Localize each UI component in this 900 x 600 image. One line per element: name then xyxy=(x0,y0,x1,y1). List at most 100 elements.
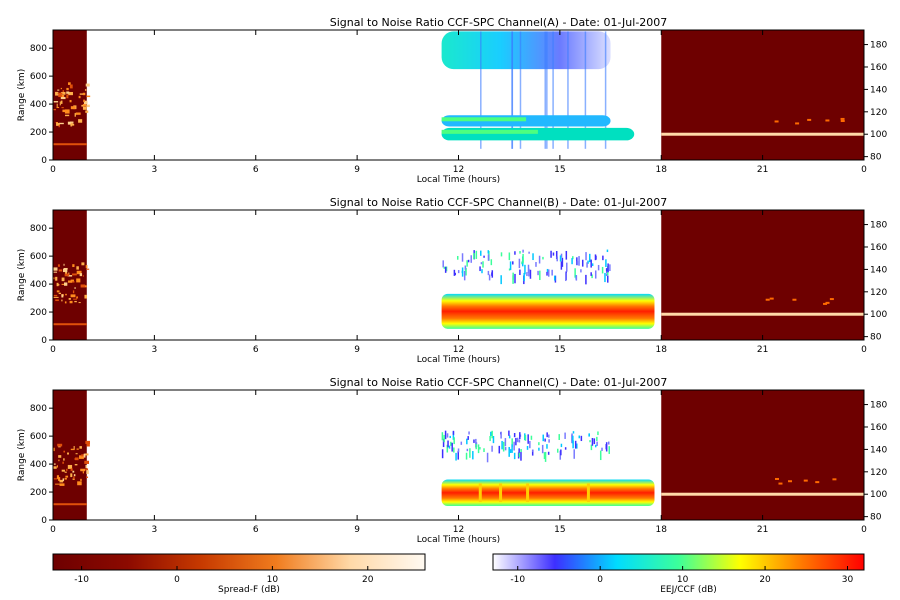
echo-scatter xyxy=(513,452,516,460)
echo-scatter xyxy=(576,261,579,266)
echo-scatter xyxy=(587,260,589,264)
echo-scatter xyxy=(515,437,517,446)
spread-f-echo xyxy=(59,479,64,483)
echo-scatter xyxy=(523,272,525,282)
spread-f-echo xyxy=(53,143,87,146)
spread-f-echo xyxy=(64,110,70,114)
y2-tick-label: 120 xyxy=(870,288,887,298)
x-tick-label: 3 xyxy=(152,165,158,175)
spread-f-echo xyxy=(53,294,58,297)
echo-scatter xyxy=(560,449,562,456)
echo-scatter xyxy=(498,445,501,454)
echo-scatter xyxy=(466,260,468,267)
echo-scatter xyxy=(447,440,449,448)
echo-scatter xyxy=(580,435,583,442)
echo-scatter xyxy=(602,255,604,261)
spread-f-echo xyxy=(60,91,66,95)
eej-echo xyxy=(825,301,830,304)
spread-f-echo xyxy=(61,299,63,302)
spread-f-echo xyxy=(84,460,90,464)
echo-scatter xyxy=(482,261,484,268)
spread-f-echo xyxy=(58,459,60,462)
y2-tick-label: 120 xyxy=(870,468,887,478)
echo-gap xyxy=(586,483,590,503)
echo-scatter xyxy=(539,270,541,281)
y2-tick-label: 80 xyxy=(870,153,882,163)
spread-f-echo xyxy=(58,93,62,98)
spread-f-echo xyxy=(83,100,88,105)
eej-echo xyxy=(829,298,834,301)
y2-tick-label: 160 xyxy=(870,423,887,433)
spread-f-echo xyxy=(73,474,76,477)
spread-f-echo xyxy=(53,267,58,271)
colorbar-tick-label: 10 xyxy=(677,575,689,585)
echo-scatter xyxy=(513,433,516,438)
echo-streak xyxy=(544,31,546,149)
spread-f-echo xyxy=(53,323,87,326)
spread-f-echo xyxy=(58,292,62,295)
x-tick-label: 0 xyxy=(861,165,867,175)
echo-scatter xyxy=(544,438,546,442)
spread-f-echo xyxy=(75,457,79,461)
spread-f-echo xyxy=(70,121,74,124)
spread-f-echo xyxy=(86,268,90,270)
echo-scatter xyxy=(453,447,455,453)
spread-f-echo xyxy=(63,450,65,453)
y2-tick-label: 140 xyxy=(870,265,887,275)
colorbar-tick-label: 30 xyxy=(842,575,854,585)
y-axis-label: Range (km) xyxy=(17,69,27,121)
colorbar-label: Spread-F (dB) xyxy=(218,585,280,595)
spread-f-echo xyxy=(77,481,82,486)
echo-scatter xyxy=(608,446,610,454)
spread-f-echo xyxy=(56,290,60,293)
echo-scatter xyxy=(449,435,451,439)
spread-f-echo xyxy=(58,125,60,128)
y-tick-label: 200 xyxy=(30,308,47,318)
spread-f-echo xyxy=(67,275,73,277)
x-tick-label: 6 xyxy=(253,525,259,535)
echo-scatter xyxy=(519,432,521,440)
spread-f-echo xyxy=(69,99,72,103)
spread-f-echo xyxy=(85,464,88,469)
echo-scatter xyxy=(538,255,541,264)
spread-f-echo xyxy=(85,110,89,113)
echo-scatter xyxy=(590,444,593,451)
echo-scatter xyxy=(441,449,444,459)
echo-scatter xyxy=(581,259,584,267)
spread-f-echo xyxy=(67,121,72,125)
spread-f-echo xyxy=(63,282,68,286)
echo-scatter xyxy=(500,252,503,257)
echo-scatter xyxy=(572,431,575,434)
spread-f-echo xyxy=(56,475,59,480)
echo-gap xyxy=(478,483,482,503)
echo-scatter xyxy=(599,450,602,461)
spread-f-echo xyxy=(55,276,58,281)
spread-f-echo xyxy=(70,294,76,298)
echo-scatter xyxy=(578,435,581,439)
panel-1: Signal to Noise Ratio CCF-SPC Channel(B)… xyxy=(17,196,887,365)
echo-scatter xyxy=(501,440,503,450)
echo-stripe-core xyxy=(441,117,527,122)
spread-f-echo xyxy=(83,453,86,458)
colorbar-tick-label: 10 xyxy=(267,575,279,585)
echo-scatter xyxy=(461,253,464,262)
spread-f-echo xyxy=(86,104,90,108)
spread-f-echo xyxy=(65,475,69,478)
x-tick-label: 15 xyxy=(554,525,565,535)
spread-f-echo xyxy=(58,455,62,458)
eej-echo xyxy=(795,122,800,125)
spread-f-echo xyxy=(65,293,67,296)
echo-scatter xyxy=(573,449,575,459)
spread-f-echo xyxy=(76,297,78,299)
echo-scatter xyxy=(504,447,507,451)
spread-f-echo xyxy=(67,464,73,469)
echo-scatter xyxy=(490,259,493,266)
echo-scatter xyxy=(556,448,559,453)
spread-f-echo xyxy=(73,446,75,450)
colorbar-tick-label: 20 xyxy=(362,575,374,585)
band-eej-night xyxy=(661,210,864,340)
echo-scatter xyxy=(580,269,582,273)
echo-scatter xyxy=(547,451,550,455)
spread-f-echo xyxy=(58,122,64,125)
echo-scatter xyxy=(605,442,608,452)
